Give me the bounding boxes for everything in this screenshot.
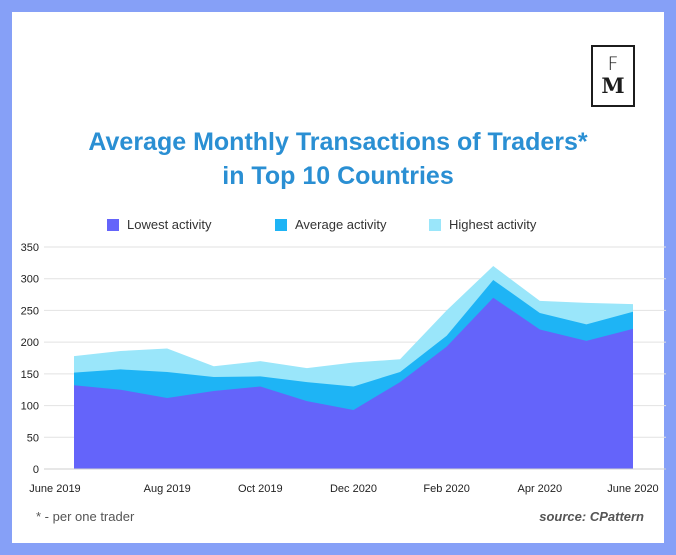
footnote: * - per one trader — [36, 509, 135, 524]
x-tick-label-12: June 2020 — [607, 483, 658, 495]
y-tick-label-250: 250 — [21, 305, 39, 317]
chart-title: Average Monthly Transactions of Traders*… — [0, 125, 676, 193]
logo-letter-m: M — [601, 73, 625, 98]
y-tick-label-300: 300 — [21, 274, 39, 286]
legend-swatch-highest — [429, 218, 441, 231]
fm-logo: F M — [591, 45, 635, 107]
legend-item-lowest: Lowest activity — [107, 217, 212, 232]
y-tick-label-50: 50 — [27, 432, 39, 444]
legend-label-average: Average activity — [295, 217, 387, 232]
logo-letter-f: F — [607, 53, 619, 75]
legend-swatch-lowest — [107, 218, 119, 231]
x-tick-label-6: Dec 2020 — [330, 483, 377, 495]
x-tick-label-4: Oct 2019 — [238, 483, 283, 495]
legend-item-highest: Highest activity — [429, 217, 536, 232]
chart-legend: Lowest activity Average activity Highest… — [0, 217, 676, 237]
y-tick-label-0: 0 — [33, 464, 39, 476]
y-tick-label-200: 200 — [21, 337, 39, 349]
x-tick-label-0: June 2019 — [29, 483, 80, 495]
source-note: source: CPattern — [539, 509, 644, 524]
x-tick-label-10: Apr 2020 — [518, 483, 563, 495]
y-tick-label-100: 100 — [21, 401, 39, 413]
legend-swatch-average — [275, 218, 287, 231]
legend-item-average: Average activity — [275, 217, 387, 232]
chart-title-line-1: Average Monthly Transactions of Traders* — [88, 128, 588, 156]
y-tick-label-350: 350 — [21, 242, 39, 254]
legend-label-highest: Highest activity — [449, 217, 537, 232]
area-series-lowest-activity — [74, 297, 633, 469]
x-tick-label-2: Aug 2019 — [144, 483, 191, 495]
y-tick-label-150: 150 — [21, 369, 39, 381]
chart-title-line-2: in Top 10 Countries — [222, 162, 454, 190]
legend-label-lowest: Lowest activity — [127, 217, 212, 232]
x-tick-label-8: Feb 2020 — [423, 483, 469, 495]
